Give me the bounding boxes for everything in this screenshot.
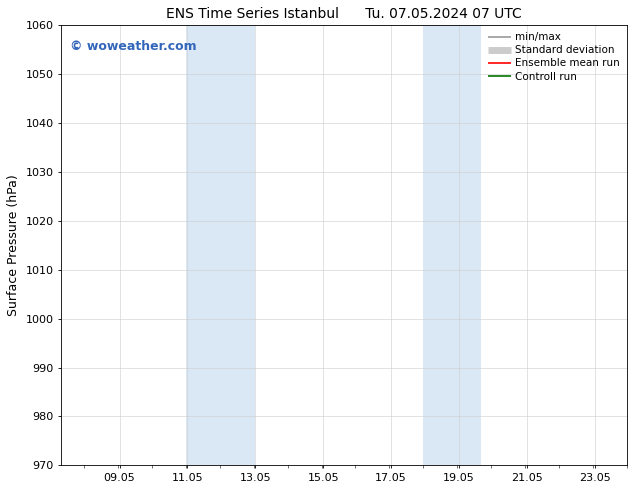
Legend: min/max, Standard deviation, Ensemble mean run, Controll run: min/max, Standard deviation, Ensemble me… (484, 28, 624, 86)
Y-axis label: Surface Pressure (hPa): Surface Pressure (hPa) (7, 174, 20, 316)
Title: ENS Time Series Istanbul      Tu. 07.05.2024 07 UTC: ENS Time Series Istanbul Tu. 07.05.2024 … (166, 7, 522, 21)
Text: © woweather.com: © woweather.com (70, 40, 197, 53)
Bar (424, 25, 481, 465)
Bar (186, 25, 256, 465)
